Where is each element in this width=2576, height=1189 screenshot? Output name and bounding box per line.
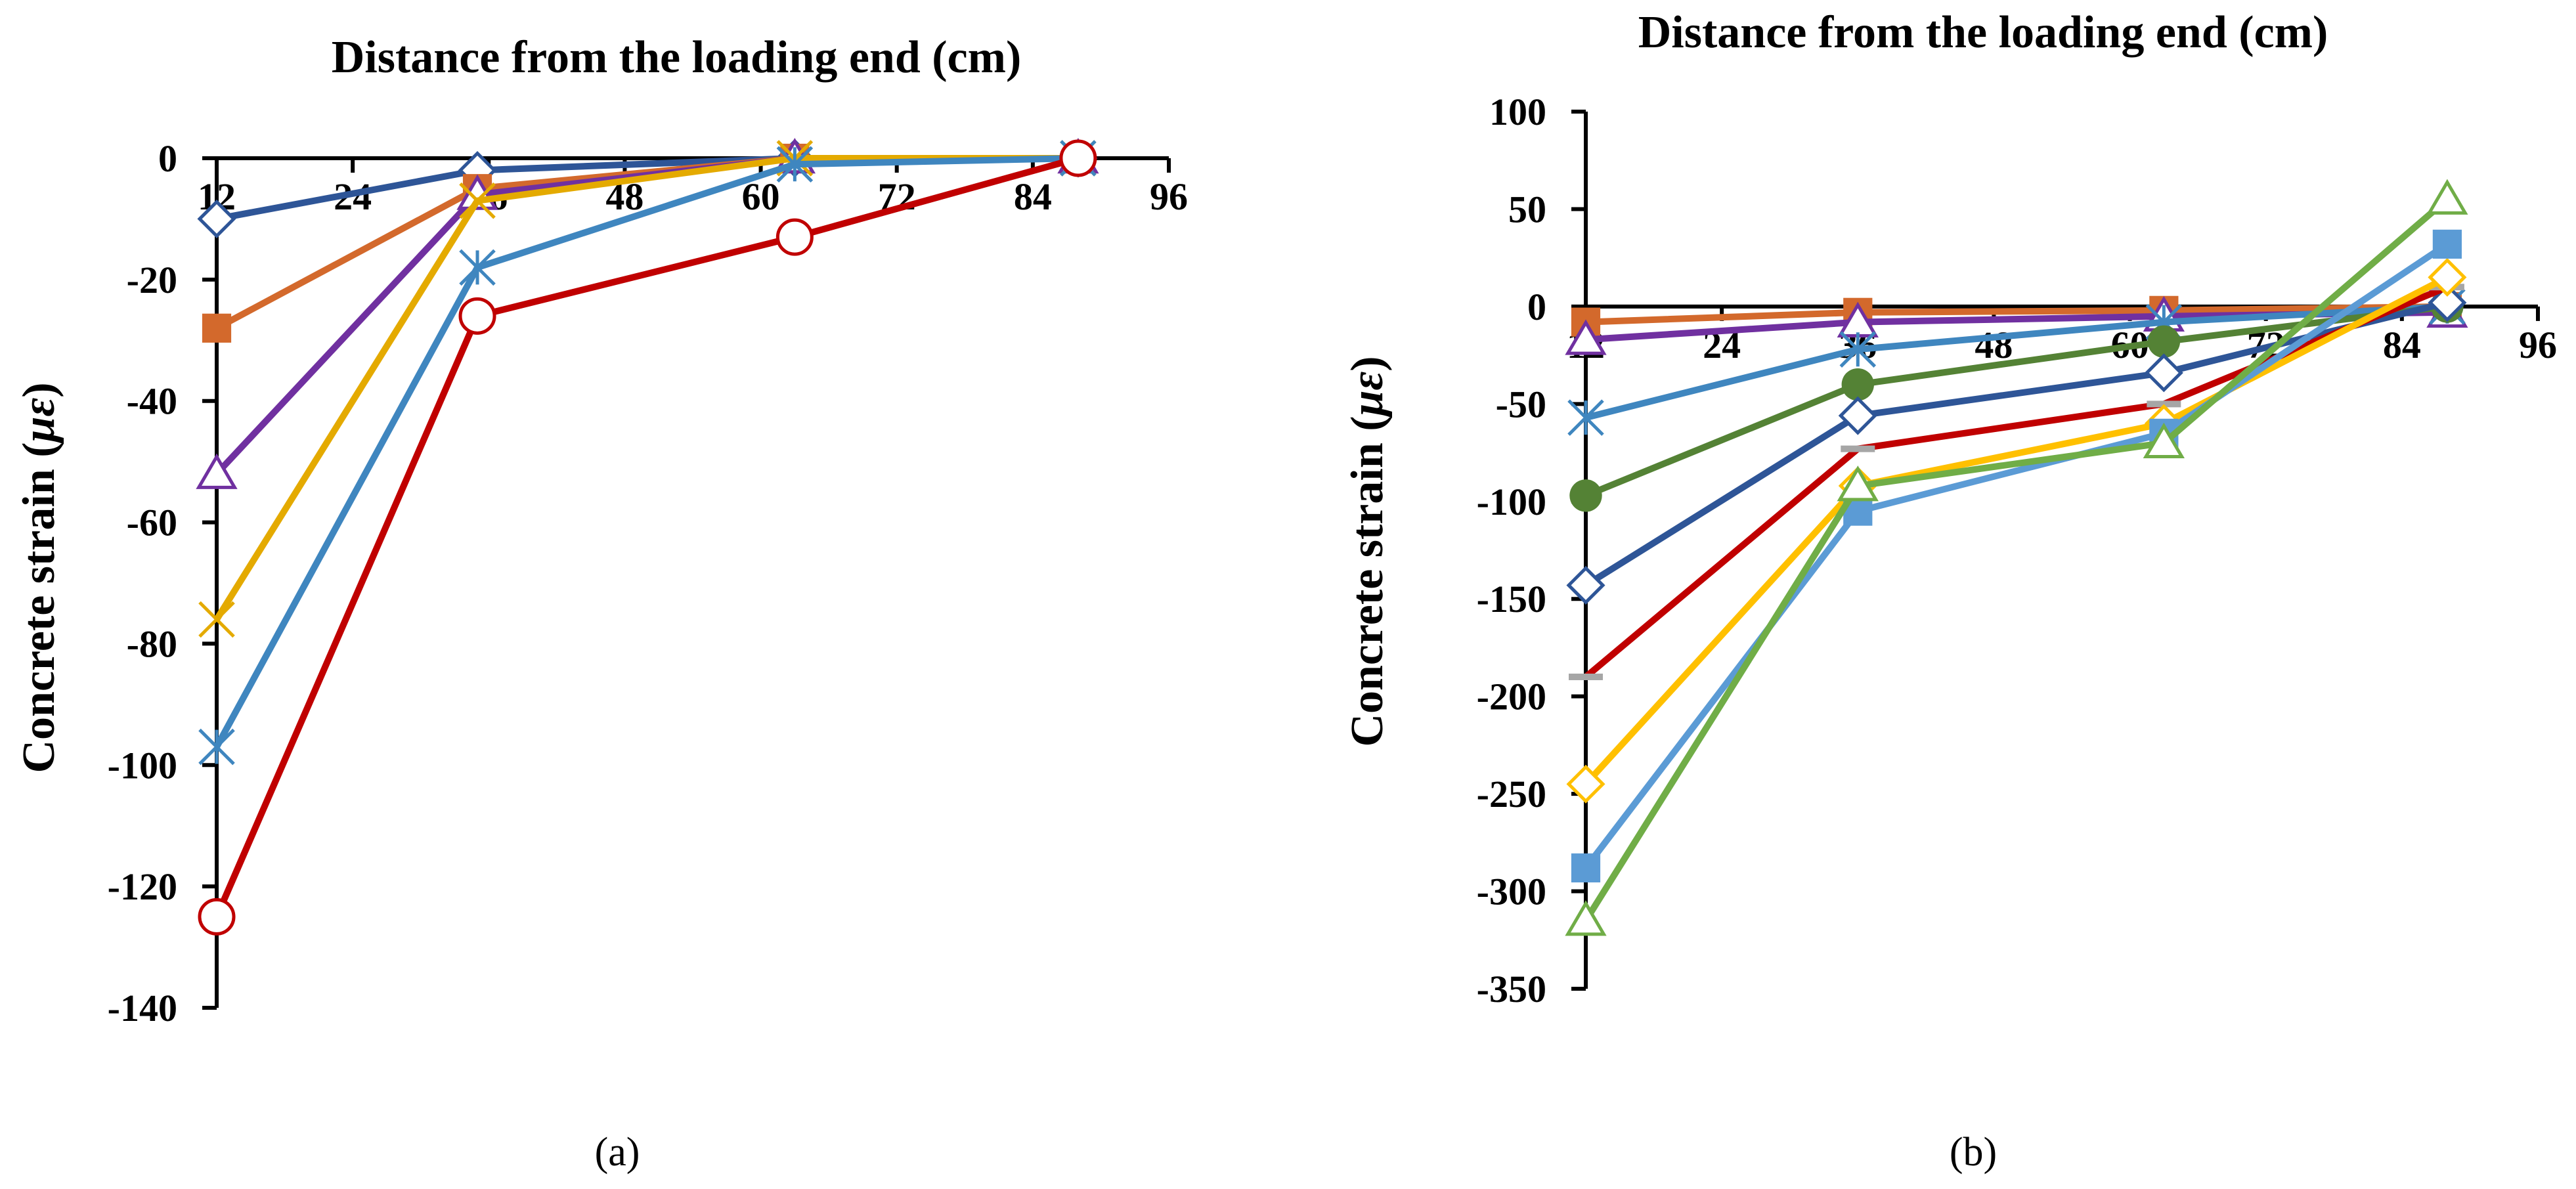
chart-a-y-tick-label: -100 bbox=[108, 744, 177, 787]
chart-a-y-tick-label: -40 bbox=[127, 380, 177, 423]
chart-b-y-tick-label: 0 bbox=[1527, 286, 1546, 328]
chart-b-y-tick-label: -150 bbox=[1477, 578, 1546, 620]
chart-a-x-tick-label: 96 bbox=[1150, 175, 1188, 218]
chart-a-y-tick-label: 0 bbox=[158, 137, 177, 180]
chart-b-y-tick-label: -350 bbox=[1477, 968, 1546, 1010]
chart-a-y-tick-label: -60 bbox=[127, 502, 177, 544]
data-point bbox=[459, 249, 496, 286]
data-point bbox=[1566, 764, 1605, 804]
chart-a-ylabel-end: ) bbox=[14, 382, 64, 397]
data-point bbox=[198, 728, 235, 766]
chart-b-y-tick-label: -200 bbox=[1477, 676, 1546, 718]
data-point bbox=[2147, 325, 2181, 358]
data-point bbox=[2143, 422, 2185, 459]
chart-b-y-tick-label: 100 bbox=[1489, 91, 1546, 133]
series-line bbox=[1583, 284, 2449, 680]
data-point bbox=[202, 313, 232, 343]
chart-a-series-262-kn bbox=[198, 139, 1097, 936]
data-point bbox=[1569, 479, 1602, 512]
caption-a: (a) bbox=[595, 1130, 640, 1175]
chart-b-x-tick-label: 96 bbox=[2519, 324, 2557, 366]
caption-b: (b) bbox=[1950, 1130, 1997, 1175]
data-point bbox=[776, 146, 814, 183]
chart-a-x-tick-label: 84 bbox=[1014, 175, 1052, 218]
data-point bbox=[198, 897, 236, 936]
chart-b-y-tick-label: -50 bbox=[1496, 383, 1546, 425]
chart-a: Distance from the loading end (cm) Concr… bbox=[14, 32, 1188, 1175]
chart-b-x-tick-label: 48 bbox=[1975, 324, 2013, 366]
series-line bbox=[213, 155, 1080, 919]
chart-a-y-tick-label: -80 bbox=[127, 622, 177, 665]
data-point bbox=[2426, 179, 2468, 215]
chart-a-ylabel-unit: με bbox=[14, 397, 64, 444]
chart-b-ylabel-main: Concrete strain ( bbox=[1342, 416, 1393, 746]
data-point bbox=[775, 218, 814, 256]
data-point bbox=[2428, 257, 2467, 297]
data-point bbox=[1567, 399, 1604, 436]
chart-a-axes: 0-20-40-60-80-100-120-140122436486072849… bbox=[108, 137, 1188, 1029]
chart-a-series-200-kn bbox=[198, 140, 1097, 766]
data-point bbox=[459, 182, 496, 219]
data-point bbox=[198, 601, 235, 638]
chart-b-y-tick-label: -300 bbox=[1477, 871, 1546, 913]
data-point bbox=[2144, 353, 2183, 393]
chart-a-y-tick-label: -140 bbox=[108, 987, 177, 1029]
chart-b-series bbox=[1565, 179, 2468, 936]
series-line bbox=[1583, 241, 2449, 870]
chart-a-y-tick-label: -120 bbox=[108, 865, 177, 908]
data-point bbox=[1566, 565, 1605, 605]
data-point bbox=[1839, 331, 1877, 368]
series-line bbox=[1583, 274, 2449, 787]
chart-a-y-tick-label: -20 bbox=[127, 259, 177, 301]
chart-b-ylabel-end: ) bbox=[1342, 356, 1393, 371]
data-point bbox=[1565, 900, 1607, 936]
chart-b-title: Distance from the loading end (cm) bbox=[1638, 7, 2328, 58]
data-point bbox=[2432, 229, 2462, 259]
data-point bbox=[1841, 368, 1874, 401]
data-point bbox=[197, 199, 236, 238]
chart-b-y-tick-label: 50 bbox=[1508, 188, 1546, 230]
series-line bbox=[213, 155, 1078, 622]
chart-a-title: Distance from the loading end (cm) bbox=[332, 32, 1022, 83]
data-point bbox=[196, 453, 238, 489]
series-line bbox=[1584, 303, 2448, 421]
data-point bbox=[458, 297, 496, 335]
chart-b-ylabel-unit: με bbox=[1342, 371, 1393, 418]
chart-a-ylabel-main: Concrete strain ( bbox=[14, 442, 64, 773]
data-point bbox=[1837, 465, 1879, 502]
data-point bbox=[1571, 853, 1601, 883]
data-point bbox=[1838, 396, 1877, 435]
data-point bbox=[1565, 319, 1607, 355]
series-line bbox=[1583, 196, 2450, 922]
chart-b-series-776-kn bbox=[1565, 179, 2468, 936]
chart-b-y-tick-label: -100 bbox=[1477, 481, 1546, 523]
chart-b: Distance from the loading end (cm) Concr… bbox=[1342, 7, 2557, 1175]
data-point bbox=[1059, 139, 1097, 177]
chart-b-y-tick-label: -250 bbox=[1477, 773, 1546, 815]
chart-b-ylabel: Concrete strain (με) bbox=[1342, 356, 1393, 746]
series-line bbox=[1585, 303, 2447, 326]
chart-a-series bbox=[196, 138, 1099, 936]
series-line bbox=[213, 155, 1079, 748]
chart-b-x-tick-label: 84 bbox=[2383, 324, 2421, 366]
chart-a-ylabel: Concrete strain (με) bbox=[14, 382, 64, 773]
